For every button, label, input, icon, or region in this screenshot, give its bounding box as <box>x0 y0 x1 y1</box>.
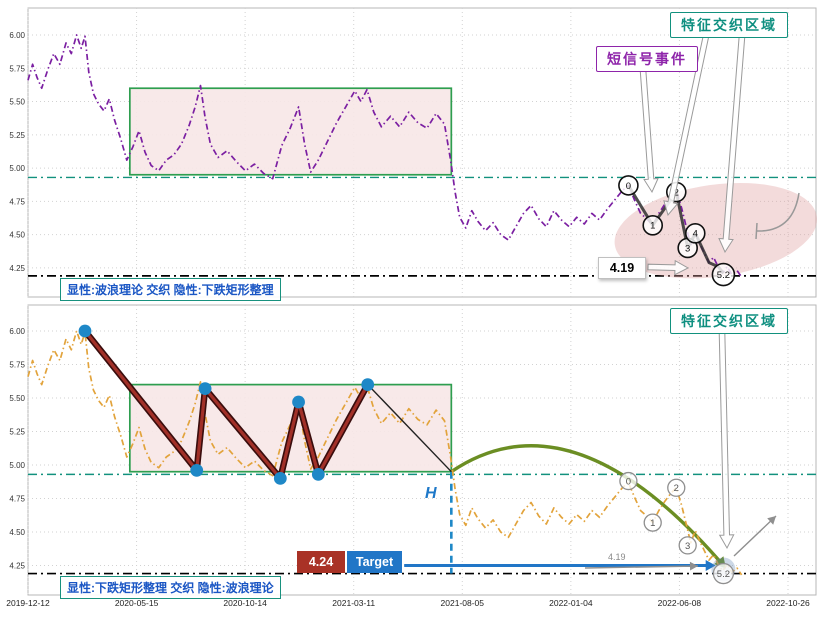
dominant-theory-label-bottom: 显性:下跌矩形整理 交织 隐性:波浪理论 <box>60 576 281 599</box>
annotation-arrow <box>718 331 735 550</box>
projection-curve <box>450 444 725 567</box>
dominant-theory-label-top: 显性:波浪理论 交织 隐性:下跌矩形整理 <box>60 278 281 301</box>
y-tick-label: 4.50 <box>9 231 25 240</box>
pivot-dot <box>273 472 287 485</box>
target-price-tag: 4.24 <box>297 551 345 573</box>
y-tick-label: 4.75 <box>9 495 25 504</box>
wave-label: 3 <box>685 243 690 254</box>
wave-label: 1 <box>650 518 655 529</box>
y-tick-label: 6.00 <box>9 31 25 40</box>
y-tick-label: 5.25 <box>9 428 25 437</box>
pointer-arrow <box>584 565 699 569</box>
y-tick-label: 4.50 <box>9 528 25 537</box>
price-callout-419: 4.19 <box>598 257 646 279</box>
wave-circle <box>667 478 686 497</box>
y-tick-label: 4.75 <box>9 197 25 206</box>
hook-arrow <box>756 192 800 232</box>
wave-label: 0 <box>626 476 631 487</box>
y-tick-label: 5.50 <box>9 98 25 107</box>
feature-zone-label-top: 特征交织区域 <box>670 12 788 38</box>
wave-circle <box>712 562 735 585</box>
x-tick-label: 2022-01-04 <box>549 598 593 608</box>
wave-label: 2 <box>674 187 679 198</box>
panel-top: 6.00 5.75 5.50 5.25 5.00 4.75 4.50 4.25 0 1 2 34 5.2 <box>9 7 818 298</box>
wave-circle <box>678 536 697 555</box>
pivot-dot <box>78 324 92 338</box>
wave-circle <box>618 175 639 196</box>
y-tick-label: 5.75 <box>9 361 25 370</box>
wave-circle <box>711 262 736 287</box>
small-price-label: 4.19 <box>608 552 626 562</box>
x-tick-label: 2022-06-08 <box>658 598 702 608</box>
pivot-dot <box>190 463 204 477</box>
pivot-dot <box>198 382 212 396</box>
annotation-arrow <box>663 34 710 217</box>
wave-circle <box>642 215 664 236</box>
y-tick-label: 5.50 <box>9 394 25 403</box>
y-tick-label: 5.00 <box>9 461 25 470</box>
x-tick-label: 2022-10-26 <box>766 598 810 608</box>
y-tick-label: 4.25 <box>9 562 25 571</box>
wave-label: 1 <box>650 221 655 232</box>
y-tick-label: 4.25 <box>9 264 25 273</box>
height-label: H <box>425 485 437 502</box>
wave-circle <box>619 471 638 491</box>
wave-label: 5.2 <box>717 569 730 580</box>
y-tick-label: 5.75 <box>9 64 25 73</box>
y-tick-label: 5.25 <box>9 131 25 140</box>
annotation-arrow <box>718 35 746 254</box>
target-label-tag: Target <box>347 551 402 573</box>
pivot-dot <box>311 467 325 481</box>
panel-bottom: 6.00 5.75 5.50 5.25 5.00 4.75 4.50 4.25 0 1 2 3 5.2 <box>9 304 817 596</box>
wave-label: 4 <box>693 229 698 240</box>
annotation-arrow <box>639 69 659 194</box>
pivot-dot <box>292 395 305 409</box>
wave-label: 2 <box>674 483 679 494</box>
x-tick-label: 2020-10-14 <box>223 598 267 608</box>
x-tick-label: 2021-03-11 <box>332 598 375 608</box>
wave-circle <box>643 513 662 532</box>
feature-zone-label-bottom: 特征交织区域 <box>670 308 788 334</box>
annotation-arrow <box>647 259 690 276</box>
pointer-arrow <box>733 515 777 557</box>
x-tick-label: 2019-12-12 <box>6 598 50 608</box>
y-tick-label: 5.00 <box>9 164 25 173</box>
pivot-dot <box>361 378 375 391</box>
x-tick-label: 2021-08-05 <box>441 598 485 608</box>
x-tick-label: 2020-05-15 <box>115 598 159 608</box>
signal-event-label: 短信号事件 <box>596 46 698 72</box>
wave-label: 0 <box>626 181 631 192</box>
consolidation-box <box>128 87 453 176</box>
zigzag-tail <box>367 384 452 473</box>
wave-label: 3 <box>685 541 690 552</box>
wave-label: 5.2 <box>717 270 730 281</box>
wave-circle <box>684 223 706 244</box>
y-tick-label: 6.00 <box>9 327 25 336</box>
